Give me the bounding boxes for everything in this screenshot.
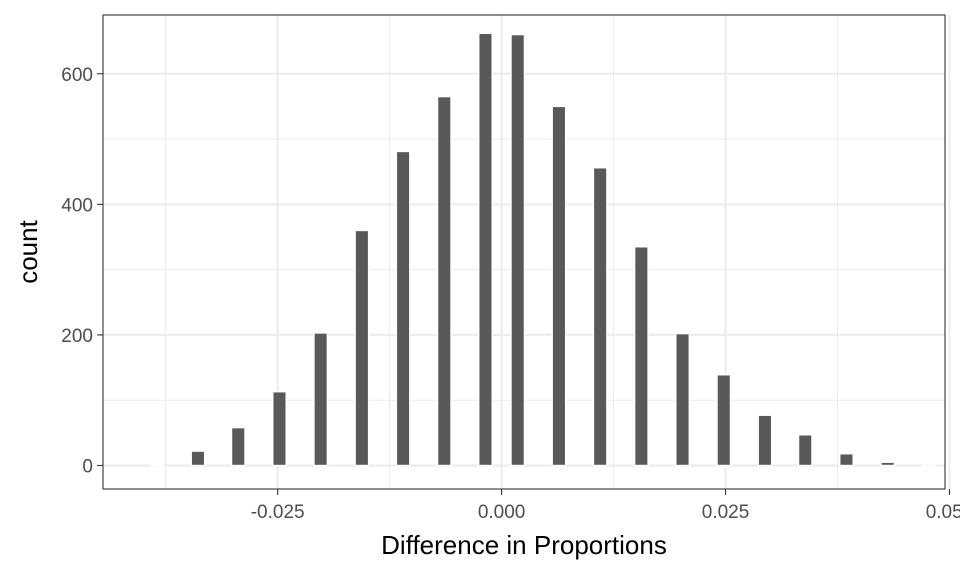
histogram-bar (633, 246, 649, 467)
histogram-bar (675, 332, 690, 467)
histogram-bar (230, 426, 246, 467)
x-tick-label: -0.025 (251, 502, 305, 523)
x-tick-label: 0.025 (702, 502, 750, 523)
histogram-bar (592, 167, 608, 467)
y-tick-label: 200 (61, 326, 93, 347)
histogram-bar (880, 461, 896, 467)
histogram-bar (272, 391, 287, 467)
y-tick-label: 0 (82, 456, 93, 477)
histogram-bar (797, 434, 813, 467)
histogram-bar (478, 32, 493, 467)
histogram-bar (839, 453, 854, 467)
histogram-bar (551, 105, 567, 467)
y-tick-label: 600 (61, 65, 93, 86)
x-tick-label: 0.000 (478, 502, 526, 523)
histogram-bar (757, 414, 773, 467)
x-tick-label: 0.050 (926, 502, 960, 523)
histogram-bar (190, 450, 206, 467)
y-axis-title: count (13, 219, 43, 283)
histogram-bar (395, 150, 411, 467)
histogram-bar (149, 463, 165, 467)
x-axis-title: Difference in Proportions (381, 530, 667, 560)
plot-border (102, 14, 946, 490)
x-axis-ticks: -0.025 0.000 0.025 0.050 (251, 489, 960, 523)
y-axis-ticks: 0 200 400 600 (61, 65, 103, 477)
histogram-bar (436, 95, 452, 467)
histogram-bar (510, 33, 526, 467)
histogram-bars (149, 32, 937, 467)
histogram-bar (716, 374, 732, 467)
y-tick-label: 400 (61, 195, 93, 216)
histogram-bar (313, 332, 329, 467)
histogram-bar (354, 229, 370, 467)
